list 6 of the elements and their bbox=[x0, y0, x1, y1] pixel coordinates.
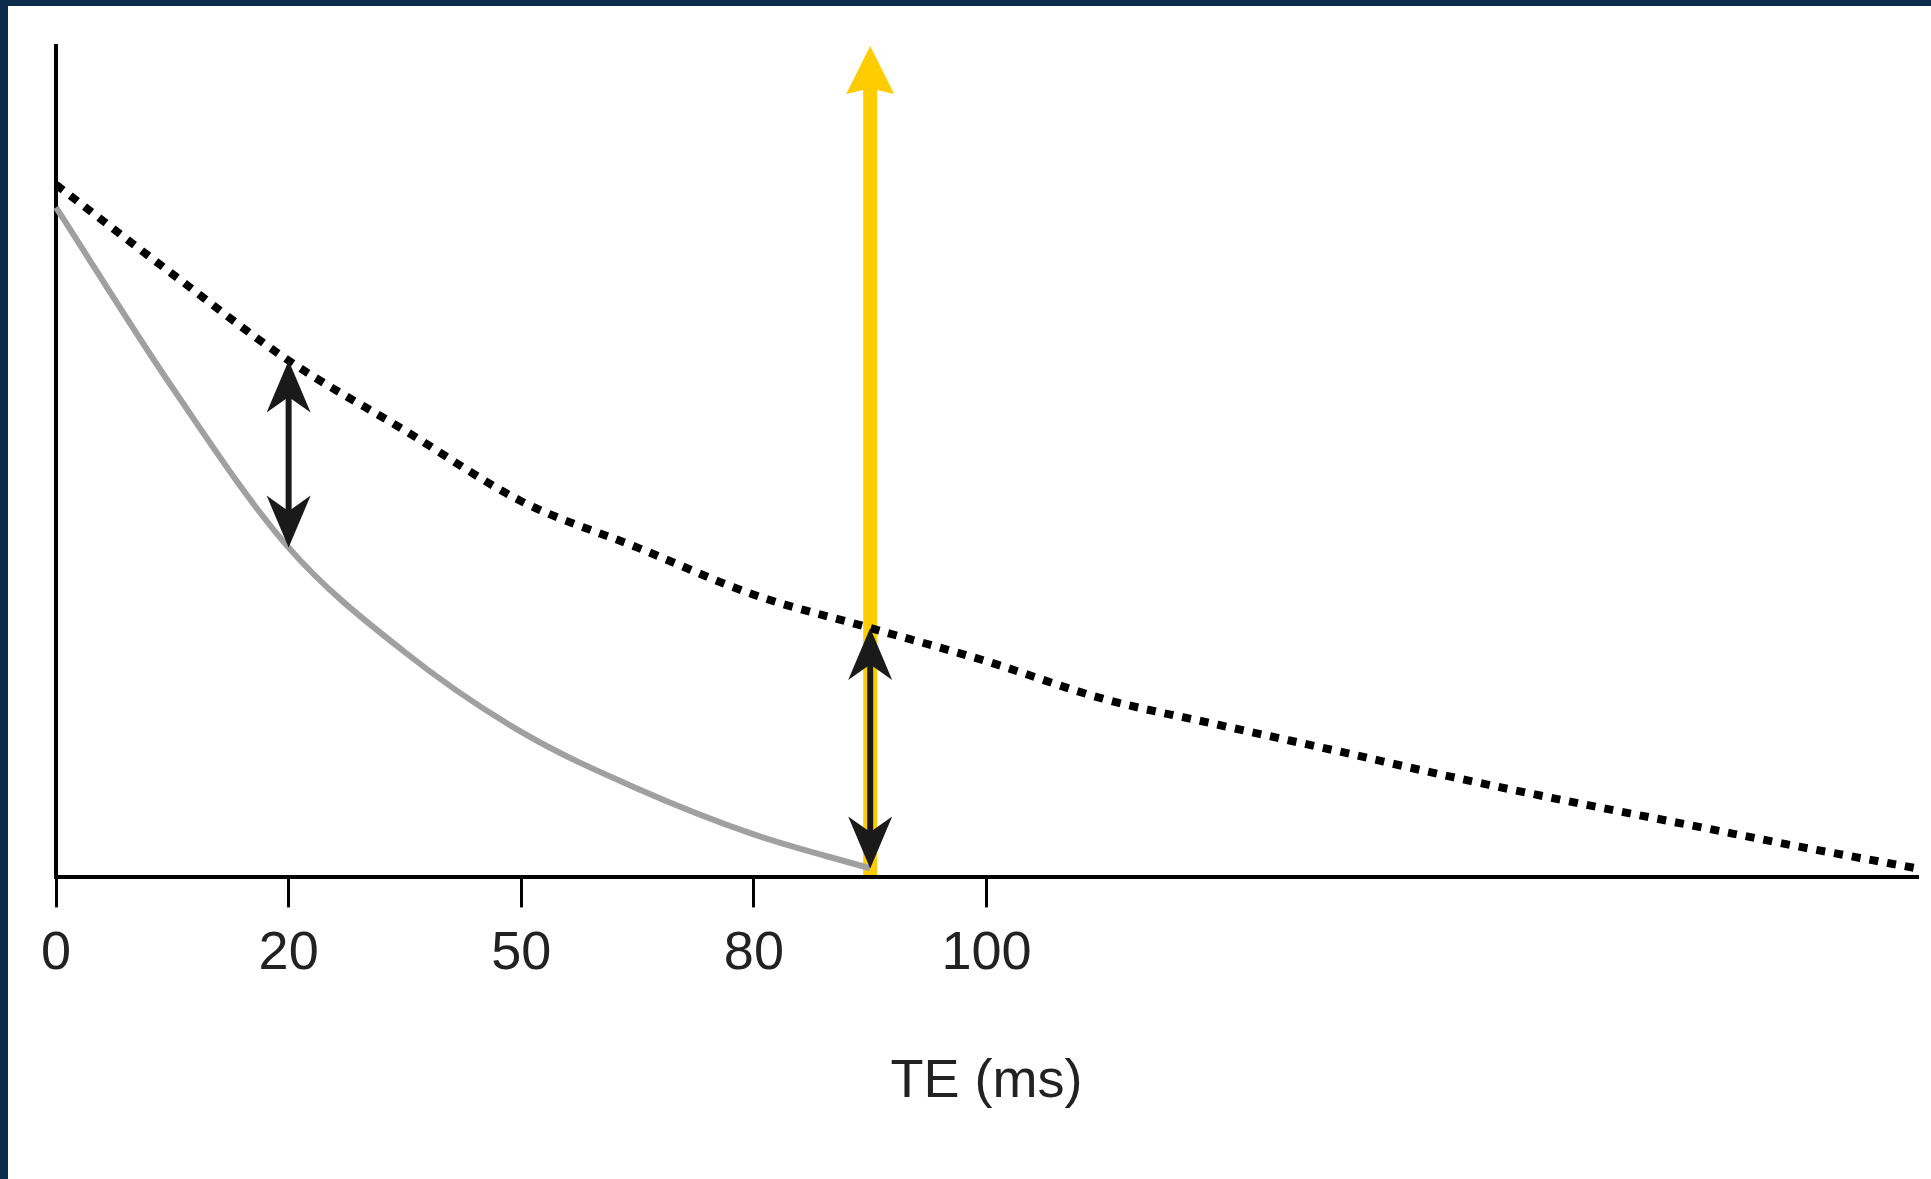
x-tick-label: 50 bbox=[491, 919, 552, 980]
x-tick-label: 0 bbox=[40, 919, 72, 980]
x-axis-title: TE (ms) bbox=[890, 1048, 1083, 1109]
x-tick-label: 80 bbox=[723, 919, 784, 980]
x-tick-label: 100 bbox=[941, 919, 1032, 980]
x-tick-label: 20 bbox=[258, 919, 319, 980]
